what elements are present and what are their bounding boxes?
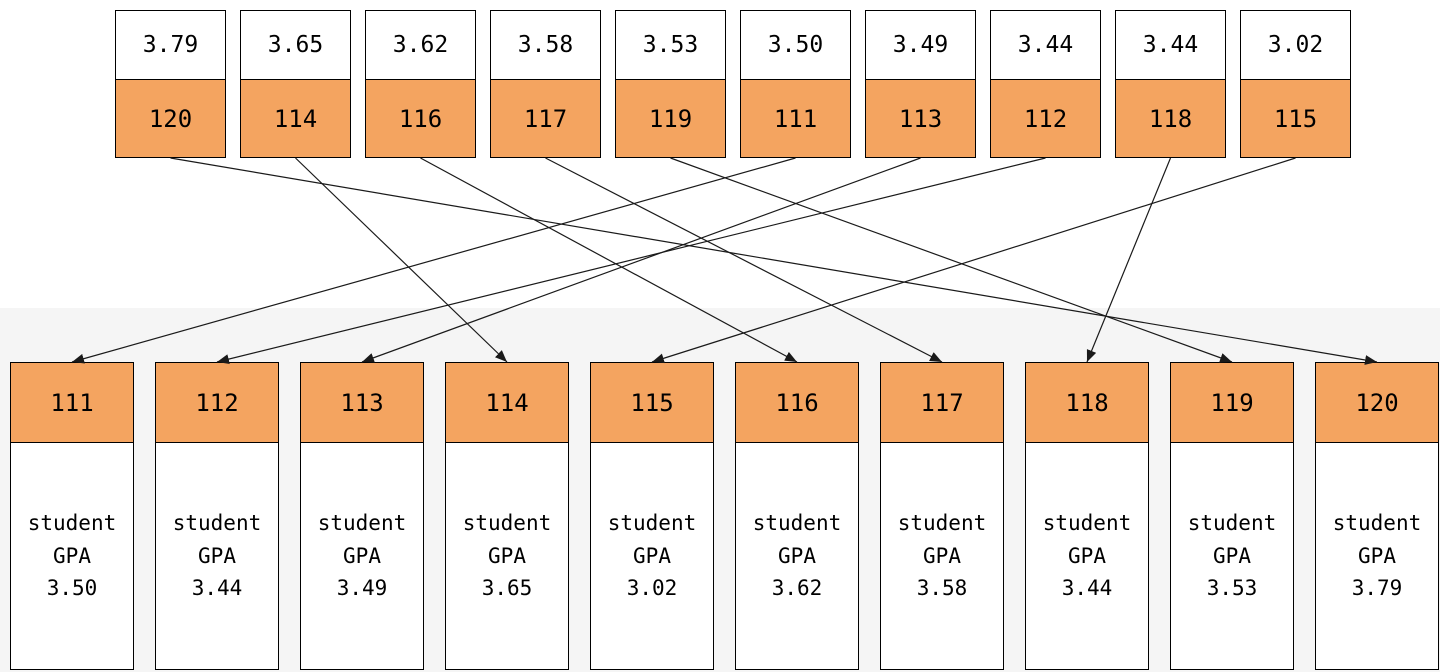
- unsorted-records-row: 3.79 120 3.65 114 3.62 116 3.58 117 3.53…: [115, 10, 1351, 158]
- bucket-label-line2: GPA: [1213, 543, 1251, 568]
- bucket-label-line2: GPA: [923, 543, 961, 568]
- bucket-gpa: 3.49: [336, 576, 388, 601]
- record-box: 3.58 117: [490, 10, 601, 158]
- record-box: 3.49 113: [865, 10, 976, 158]
- record-box: 3.53 119: [615, 10, 726, 158]
- bucket-id: 112: [156, 363, 278, 443]
- record-box: 3.02 115: [1240, 10, 1351, 158]
- bucket-gpa: 3.62: [771, 576, 823, 601]
- bucket-label-line2: GPA: [488, 543, 526, 568]
- bucket-label-line2: GPA: [1068, 543, 1106, 568]
- bucket-id: 119: [1171, 363, 1293, 443]
- record-box: 3.79 120: [115, 10, 226, 158]
- bucket-label: student GPA 3.02: [591, 443, 713, 669]
- bucket-gpa: 3.44: [191, 576, 243, 601]
- student-id: 112: [990, 80, 1101, 158]
- bucket-label-line1: student: [1187, 511, 1277, 536]
- bucket-label: student GPA 3.65: [446, 443, 568, 669]
- bucket-box: 113 student GPA 3.49: [300, 362, 424, 670]
- bucket-gpa: 3.53: [1206, 576, 1258, 601]
- bucket-label-line2: GPA: [198, 543, 236, 568]
- bucket-box: 118 student GPA 3.44: [1025, 362, 1149, 670]
- bucket-label: student GPA 3.44: [156, 443, 278, 669]
- bucket-gpa: 3.79: [1351, 576, 1403, 601]
- bucket-box: 120 student GPA 3.79: [1315, 362, 1439, 670]
- gpa-value: 3.53: [615, 10, 726, 80]
- bucket-id: 111: [11, 363, 133, 443]
- gpa-value: 3.58: [490, 10, 601, 80]
- bucket-label-line1: student: [172, 511, 262, 536]
- student-id: 111: [740, 80, 851, 158]
- record-box: 3.62 116: [365, 10, 476, 158]
- gpa-value: 3.44: [1115, 10, 1226, 80]
- bucket-id: 116: [736, 363, 858, 443]
- bucket-label-line1: student: [462, 511, 552, 536]
- gpa-value: 3.49: [865, 10, 976, 80]
- student-id: 117: [490, 80, 601, 158]
- bucket-label-line1: student: [897, 511, 987, 536]
- bucket-gpa: 3.44: [1061, 576, 1113, 601]
- bucket-label: student GPA 3.49: [301, 443, 423, 669]
- bucket-label-line2: GPA: [778, 543, 816, 568]
- gpa-value: 3.44: [990, 10, 1101, 80]
- bucket-label-line1: student: [317, 511, 407, 536]
- bucket-label: student GPA 3.62: [736, 443, 858, 669]
- bucket-label: student GPA 3.58: [881, 443, 1003, 669]
- record-box: 3.50 111: [740, 10, 851, 158]
- student-id: 119: [615, 80, 726, 158]
- student-id: 114: [240, 80, 351, 158]
- student-id: 113: [865, 80, 976, 158]
- bucket-box: 115 student GPA 3.02: [590, 362, 714, 670]
- record-box: 3.44 112: [990, 10, 1101, 158]
- record-box: 3.44 118: [1115, 10, 1226, 158]
- bucket-gpa: 3.02: [626, 576, 678, 601]
- bucket-label-line2: GPA: [343, 543, 381, 568]
- bucket-box: 116 student GPA 3.62: [735, 362, 859, 670]
- bucket-box: 112 student GPA 3.44: [155, 362, 279, 670]
- gpa-value: 3.50: [740, 10, 851, 80]
- bucket-id: 114: [446, 363, 568, 443]
- bucket-id: 120: [1316, 363, 1438, 443]
- bucket-box: 114 student GPA 3.65: [445, 362, 569, 670]
- bucket-gpa: 3.65: [481, 576, 533, 601]
- bucket-label: student GPA 3.53: [1171, 443, 1293, 669]
- student-id: 115: [1240, 80, 1351, 158]
- bucket-label-line1: student: [27, 511, 117, 536]
- record-box: 3.65 114: [240, 10, 351, 158]
- bucket-label-line2: GPA: [633, 543, 671, 568]
- bucket-label: student GPA 3.50: [11, 443, 133, 669]
- gpa-value: 3.02: [1240, 10, 1351, 80]
- bucket-box: 111 student GPA 3.50: [10, 362, 134, 670]
- bucket-label: student GPA 3.79: [1316, 443, 1438, 669]
- bucket-gpa: 3.58: [916, 576, 968, 601]
- bucket-label-line2: GPA: [1358, 543, 1396, 568]
- sorted-buckets-row: 111 student GPA 3.50 112 student GPA 3.4…: [10, 362, 1439, 670]
- student-id: 118: [1115, 80, 1226, 158]
- bucket-id: 113: [301, 363, 423, 443]
- bucket-label-line1: student: [1332, 511, 1422, 536]
- bucket-box: 117 student GPA 3.58: [880, 362, 1004, 670]
- bucket-box: 119 student GPA 3.53: [1170, 362, 1294, 670]
- bucket-id: 118: [1026, 363, 1148, 443]
- bucket-label-line1: student: [607, 511, 697, 536]
- bucket-label-line1: student: [1042, 511, 1132, 536]
- bucket-label: student GPA 3.44: [1026, 443, 1148, 669]
- student-id: 120: [115, 80, 226, 158]
- gpa-value: 3.65: [240, 10, 351, 80]
- bucket-label-line1: student: [752, 511, 842, 536]
- bucket-id: 117: [881, 363, 1003, 443]
- bucket-id: 115: [591, 363, 713, 443]
- student-id: 116: [365, 80, 476, 158]
- gpa-value: 3.79: [115, 10, 226, 80]
- gpa-value: 3.62: [365, 10, 476, 80]
- bucket-label-line2: GPA: [53, 543, 91, 568]
- bucket-gpa: 3.50: [46, 576, 98, 601]
